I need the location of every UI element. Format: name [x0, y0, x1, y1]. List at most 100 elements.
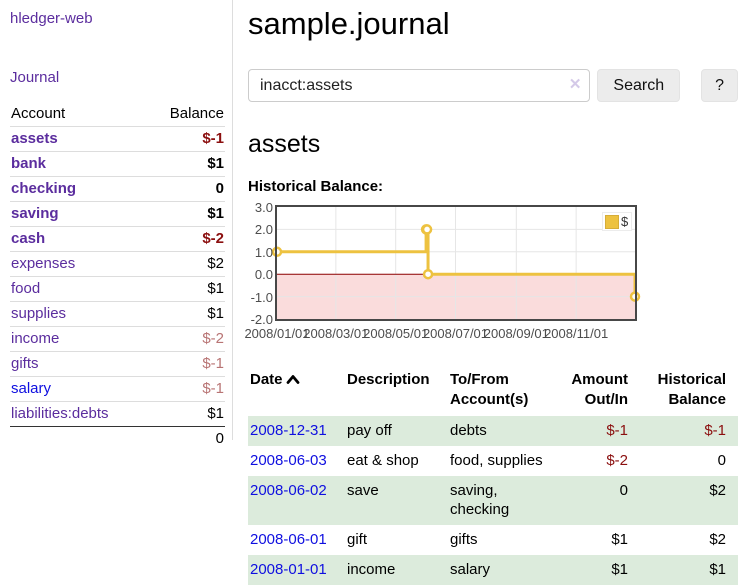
y-axis-tick-label: -2.0	[250, 312, 273, 327]
x-axis-tick-label: 2008/09/01	[483, 326, 549, 341]
account-balance: $-2	[147, 326, 225, 352]
account-balance: $2	[147, 251, 225, 277]
transaction-balance: $2	[709, 482, 726, 499]
y-axis-tick-label: 2.0	[254, 222, 273, 238]
transaction-description: gift	[347, 531, 368, 548]
account-balance: $-2	[147, 226, 225, 252]
account-balance: $1	[147, 151, 225, 177]
transaction-accounts: salary	[450, 561, 491, 578]
x-axis-tick-label: 2008/07/01	[422, 326, 489, 341]
account-link-salary[interactable]: salary	[11, 380, 52, 397]
transaction-amount: 0	[619, 482, 628, 499]
y-axis-tick-label: 0.0	[254, 267, 273, 283]
search-form: ✕ Search ?	[248, 69, 738, 102]
account-link-saving[interactable]: saving	[11, 205, 59, 222]
account-balance: 0	[147, 176, 225, 202]
account-row: gifts $-1	[10, 351, 225, 377]
account-row: salary $-1	[10, 376, 225, 402]
x-axis-tick-label: 2008/03/01	[303, 326, 369, 341]
account-balance: $1	[147, 301, 225, 327]
transaction-accounts: gifts	[450, 531, 478, 548]
register-header-accounts: To/From Account(s)	[450, 371, 529, 408]
account-row: income $-2	[10, 326, 225, 352]
accounts-header-balance: Balance	[169, 105, 224, 122]
register-row[interactable]: 2008-01-01 income salary $1 $1	[248, 555, 738, 585]
account-link-bank[interactable]: bank	[11, 155, 47, 172]
account-balance: $-1	[147, 376, 225, 402]
account-link-income[interactable]: income	[11, 330, 60, 347]
y-axis-tick-label: 3.0	[254, 200, 273, 215]
chart-legend: $	[602, 212, 633, 231]
legend-swatch	[605, 214, 619, 229]
transaction-accounts: food, supplies	[450, 452, 543, 469]
page-title: sample.journal	[248, 6, 450, 41]
transaction-accounts: debts	[450, 422, 487, 439]
account-row: saving $1	[10, 201, 225, 227]
account-balance: $1	[147, 276, 225, 302]
search-button[interactable]: Search	[597, 69, 681, 102]
account-link-gifts[interactable]: gifts	[11, 355, 39, 372]
accounts-total-row: 0	[10, 426, 225, 451]
account-row: checking 0	[10, 176, 225, 202]
transaction-description: save	[347, 482, 379, 499]
transaction-balance: 0	[717, 452, 726, 469]
sidebar-item-journal[interactable]: Journal	[10, 69, 60, 86]
account-balance: $1	[147, 401, 225, 427]
app-title-link[interactable]: hledger-web	[10, 10, 93, 27]
account-row: liabilities:debts $1	[10, 401, 225, 427]
register-row[interactable]: 2008-06-03 eat & shop food, supplies $-2…	[248, 446, 738, 476]
transaction-date-link[interactable]: 2008-06-01	[250, 531, 327, 548]
sort-ascending-icon	[286, 375, 299, 384]
register-row[interactable]: 2008-06-02 save saving, checking 0 $2	[248, 476, 738, 525]
transaction-amount: $1	[611, 561, 628, 578]
balance-chart: 3.0 2.0 1.0 0.0 -1.0 -2.0 2008/01/01 2008/03/01…	[244, 200, 648, 347]
transaction-amount: $-2	[606, 452, 628, 469]
transaction-balance: $1	[709, 561, 726, 578]
search-box: ✕	[248, 69, 591, 102]
x-axis-tick-label: 2008/05/01	[363, 326, 429, 341]
chart-canvas	[271, 205, 641, 321]
help-button[interactable]: ?	[701, 69, 738, 102]
accounts-table: Account Balance assets $-1 bank $1 check…	[10, 102, 225, 451]
transaction-balance: $-1	[704, 422, 726, 439]
account-link-food[interactable]: food	[11, 280, 41, 297]
account-link-checking[interactable]: checking	[11, 180, 77, 197]
register-header-row: Date Description To/From Account(s) Amou…	[248, 367, 738, 416]
register-row[interactable]: 2008-06-01 gift gifts $1 $2	[248, 525, 738, 555]
main-content: sample.journal ✕ Search ? assets Histori…	[244, 0, 738, 585]
account-link-cash[interactable]: cash	[11, 230, 46, 247]
transaction-date-link[interactable]: 2008-06-03	[250, 452, 327, 469]
legend-label: $	[621, 214, 629, 229]
register-header-amount: Amount Out/In	[571, 371, 628, 408]
account-row: expenses $2	[10, 251, 225, 277]
transaction-date-link[interactable]: 2008-01-01	[250, 561, 327, 578]
accounts-table-header-row: Account Balance	[10, 102, 225, 127]
register-row[interactable]: 2008-12-31 pay off debts $-1 $-1	[248, 416, 738, 446]
transaction-date-link[interactable]: 2008-12-31	[250, 422, 327, 439]
account-row: supplies $1	[10, 301, 225, 327]
transaction-description: pay off	[347, 422, 392, 439]
account-balance: $1	[147, 201, 225, 227]
clear-search-icon[interactable]: ✕	[568, 76, 582, 93]
account-row: food $1	[10, 276, 225, 302]
accounts-total-value: 0	[147, 426, 225, 451]
account-balance: $-1	[147, 126, 225, 152]
account-row: bank $1	[10, 151, 225, 177]
transaction-amount: $1	[611, 531, 628, 548]
sidebar: hledger-web Journal Account Balance asse…	[0, 0, 233, 451]
transaction-balance: $2	[709, 531, 726, 548]
register-header-date-label: Date	[250, 371, 283, 388]
register-header-balance: Historical Balance	[657, 371, 726, 408]
register-header-date[interactable]: Date	[248, 367, 345, 416]
account-link-assets[interactable]: assets	[11, 130, 58, 147]
transaction-accounts: saving, checking	[450, 482, 510, 518]
account-link-supplies[interactable]: supplies	[11, 305, 67, 322]
transaction-date-link[interactable]: 2008-06-02	[250, 482, 327, 499]
y-axis-tick-label: -1.0	[250, 289, 273, 305]
account-link-liabilities-debts[interactable]: liabilities:debts	[11, 405, 109, 422]
account-link-expenses[interactable]: expenses	[11, 255, 76, 272]
search-input[interactable]	[248, 69, 591, 102]
transaction-amount: $-1	[606, 422, 628, 439]
x-axis-tick-label: 2008/01/01	[244, 326, 310, 341]
transaction-description: eat & shop	[347, 452, 419, 469]
